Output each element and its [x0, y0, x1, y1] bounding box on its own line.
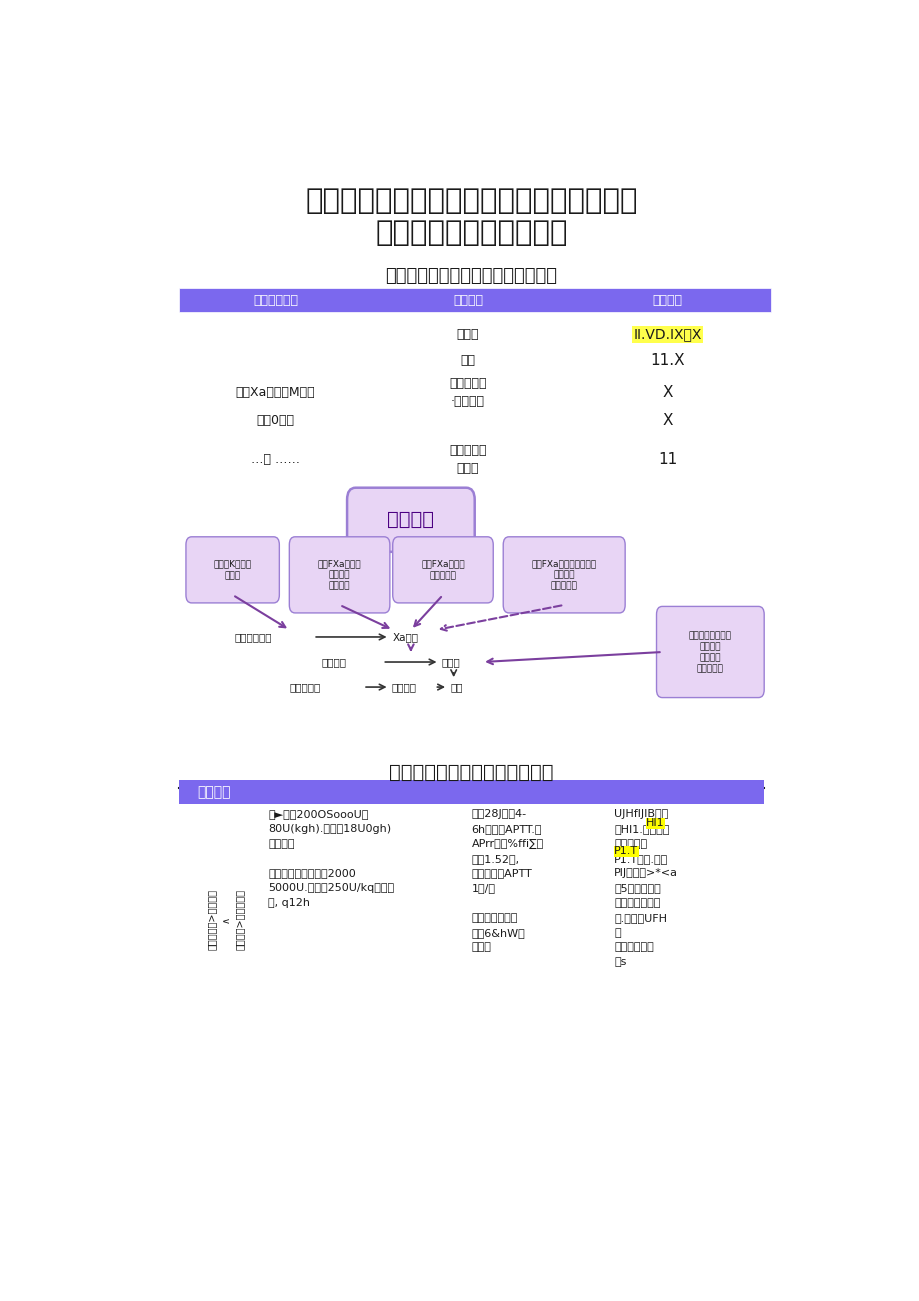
FancyBboxPatch shape — [179, 289, 770, 312]
Text: 先►脉给200OSoooU或
80U(kgh).缰之以18U0gh)
持续滴注

先通脉给予负荷剂量2000
5000U.然后按250U/kq皮下注
对, q1: 先►脉给200OSoooU或 80U(kgh).缰之以18U0gh) 持续滴注 … — [268, 809, 394, 908]
FancyBboxPatch shape — [503, 537, 625, 613]
Text: 不同情况下抗凝药物选择: 不同情况下抗凝药物选择 — [375, 220, 567, 247]
Text: 抗凝药物的用法用量及注意事项: 抗凝药物的用法用量及注意事项 — [389, 762, 553, 782]
Text: 凝血酶原: 凝血酶原 — [322, 657, 346, 667]
Text: 直接FXa抑制剂
利伐沙班
阿哌沙班: 直接FXa抑制剂 利伐沙班 阿哌沙班 — [317, 559, 361, 591]
Text: 凝血酶: 凝血酶 — [441, 657, 460, 667]
Text: 代表药物: 代表药物 — [452, 294, 482, 307]
Text: 低分子肝虐
·送肝登皱: 低分子肝虐 ·送肝登皱 — [448, 377, 486, 409]
Text: …出 ……: …出 …… — [251, 453, 300, 466]
FancyBboxPatch shape — [289, 537, 390, 613]
Text: HI1: HI1 — [645, 818, 664, 829]
FancyBboxPatch shape — [346, 488, 474, 552]
Text: X: X — [662, 385, 672, 399]
Text: 间接FXa抑制剂
磺达肝癸钠: 间接FXa抑制剂 磺达肝癸钠 — [421, 559, 464, 580]
Text: 肝素: 肝素 — [460, 354, 475, 367]
Text: 抗凝药物种类、作用机制及作用靶点: 抗凝药物种类、作用机制及作用靶点 — [385, 267, 557, 285]
FancyBboxPatch shape — [392, 537, 493, 602]
Text: 今调用药方>客用药恨
∧
今客用药>专置药单单: 今调用药方>客用药恨 ∧ 今客用药>专置药单单 — [206, 890, 244, 951]
Text: 临床抗凝药物种类、作用机制、作用靶点及: 临床抗凝药物种类、作用机制、作用靶点及 — [305, 187, 637, 215]
Text: 为物名号: 为物名号 — [197, 786, 231, 799]
Text: 抗凝药物分类: 抗凝药物分类 — [253, 294, 298, 307]
Text: 血栓: 血栓 — [449, 682, 462, 692]
Text: P1.T: P1.T — [614, 847, 638, 856]
Text: 纤维蛋白原: 纤维蛋白原 — [289, 682, 321, 692]
Text: UJHflJIB会引
起HI1.用的期间
需定期检测
P1.T计数.如果
PlJ计数榜>*<a
的5度和四）出
幽倬赫血栓的征
象.应停用UFH
改
用三厢素类: UJHflJIB会引 起HI1.用的期间 需定期检测 P1.T计数.如果 PlJ… — [614, 809, 677, 967]
Text: Xa因子: Xa因子 — [392, 632, 419, 641]
Text: 台间0现剂: 台间0现剂 — [256, 414, 294, 427]
FancyBboxPatch shape — [179, 781, 763, 804]
Text: 比伐卢定阿
加曲研: 比伐卢定阿 加曲研 — [448, 444, 486, 475]
Text: 间接Xa和发血M制剂: 间接Xa和发血M制剂 — [235, 386, 315, 399]
Text: 间接FXa及凝血酶抑制剂
普通肝素
低分子肝素: 间接FXa及凝血酶抑制剂 普通肝素 低分子肝素 — [531, 559, 596, 591]
FancyBboxPatch shape — [186, 537, 279, 602]
Text: 作用靶点: 作用靶点 — [652, 294, 682, 307]
Text: 抗凝药物: 抗凝药物 — [387, 510, 434, 530]
Text: 初始28J邮母4-
6h检初次APTT.使
APrr缪）%ffi∑筑
值的1.52相,
妥定后检测APTT
1次/日

调节剂量在注射
后的6&hW达
到水平: 初始28J邮母4- 6h检初次APTT.使 APrr缪）%ffi∑筑 值的1.5… — [471, 809, 543, 952]
Text: 直接凝血酶抑制剂
阿加曲班
比伐卢定
达比加群酯: 直接凝血酶抑制剂 阿加曲班 比伐卢定 达比加群酯 — [688, 631, 731, 673]
Text: 华法林: 华法林 — [456, 328, 479, 341]
Text: 血浆凝血瀑布: 血浆凝血瀑布 — [234, 632, 272, 641]
FancyBboxPatch shape — [656, 606, 764, 697]
Text: X: X — [662, 414, 672, 428]
Text: 11.X: 11.X — [650, 353, 684, 368]
Text: 纤维蛋白: 纤维蛋白 — [391, 682, 416, 692]
Text: 维生素K拮抗剂
华法林: 维生素K拮抗剂 华法林 — [213, 559, 252, 580]
Text: 11: 11 — [657, 453, 676, 467]
Text: II.VD.IX、X: II.VD.IX、X — [632, 328, 701, 341]
